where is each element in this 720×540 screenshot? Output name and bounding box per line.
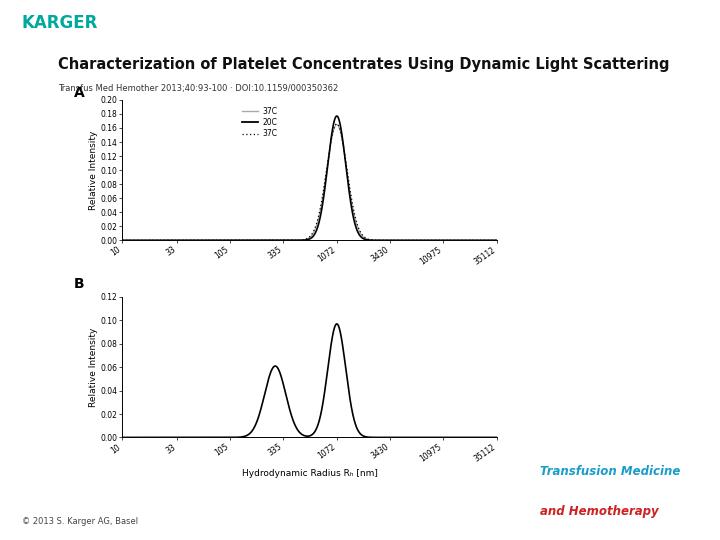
Y-axis label: Relative Intensity: Relative Intensity xyxy=(89,131,98,210)
Text: and Hemotherapy: and Hemotherapy xyxy=(540,505,659,518)
Text: A: A xyxy=(73,86,84,100)
Y-axis label: Relative Intensity: Relative Intensity xyxy=(89,328,98,407)
Text: KARGER: KARGER xyxy=(22,14,98,31)
Text: Characterization of Platelet Concentrates Using Dynamic Light Scattering: Characterization of Platelet Concentrate… xyxy=(58,57,669,72)
X-axis label: Hydrodynamic Radius Rₕ [nm]: Hydrodynamic Radius Rₕ [nm] xyxy=(242,469,377,478)
Text: Transfusion Medicine: Transfusion Medicine xyxy=(540,465,680,478)
Text: © 2013 S. Karger AG, Basel: © 2013 S. Karger AG, Basel xyxy=(22,517,138,526)
Legend: 37C, 20C, 37C: 37C, 20C, 37C xyxy=(238,104,280,141)
Text: B: B xyxy=(73,278,84,292)
Text: Transfus Med Hemother 2013;40:93-100 · DOI:10.1159/000350362: Transfus Med Hemother 2013;40:93-100 · D… xyxy=(58,84,338,93)
